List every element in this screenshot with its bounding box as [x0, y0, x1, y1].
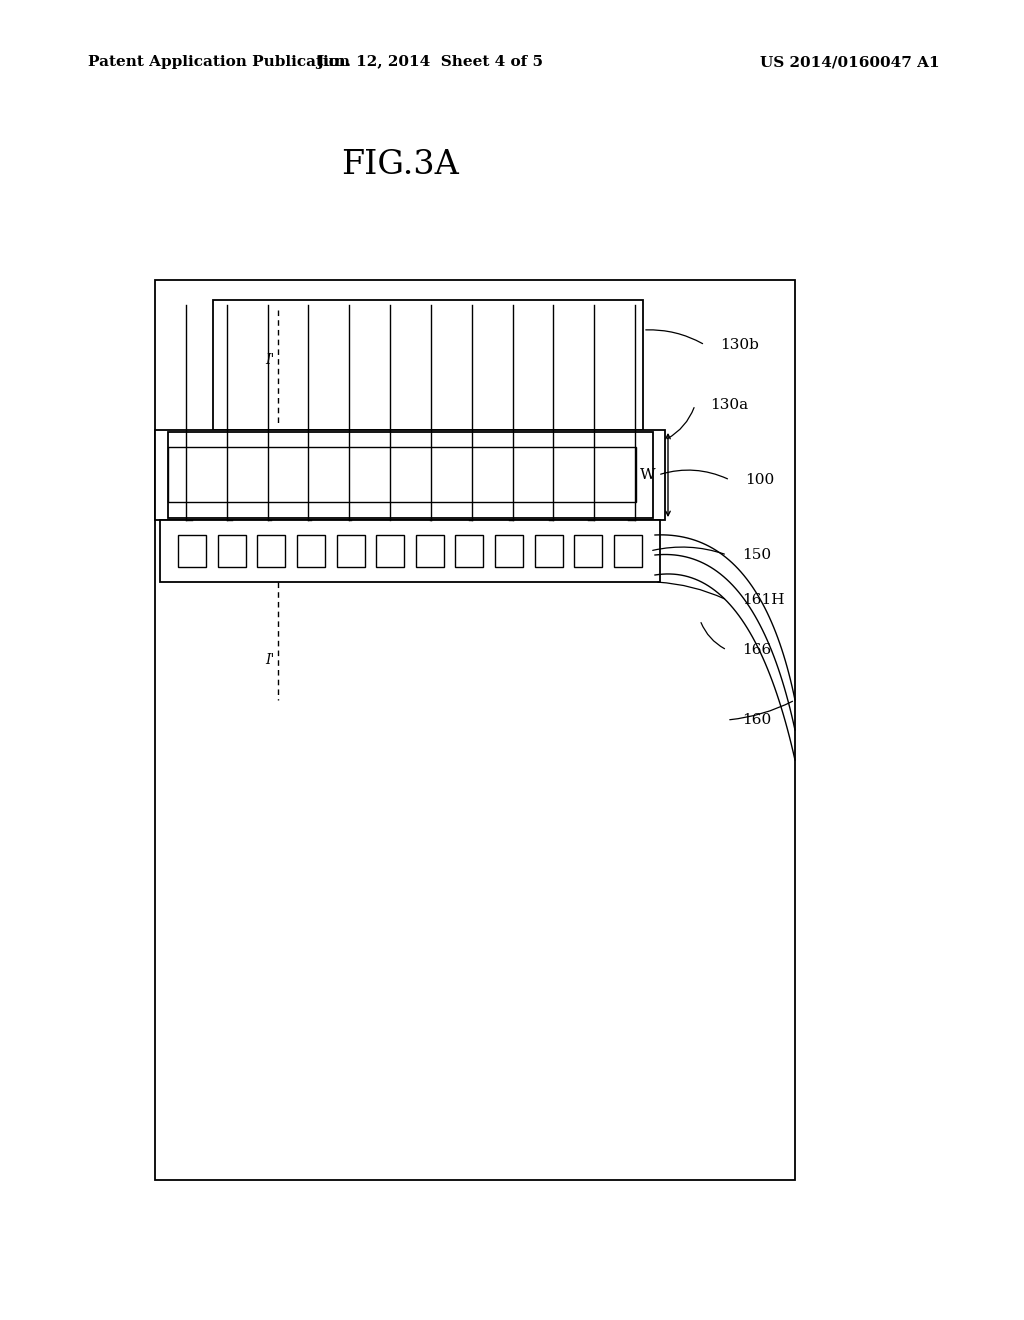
Text: FIG.3A: FIG.3A: [341, 149, 459, 181]
Bar: [337, 535, 365, 568]
Bar: [160, 520, 660, 582]
Text: 166: 166: [742, 643, 771, 657]
Text: 150: 150: [742, 548, 771, 562]
Bar: [213, 300, 643, 430]
Text: 160: 160: [742, 713, 771, 727]
Text: Patent Application Publication: Patent Application Publication: [88, 55, 350, 69]
Bar: [297, 535, 325, 568]
Bar: [155, 430, 665, 520]
Bar: [574, 535, 602, 568]
Text: I': I': [265, 653, 274, 667]
Text: I': I': [265, 352, 274, 367]
Bar: [178, 535, 206, 568]
Bar: [168, 432, 653, 517]
Bar: [614, 535, 642, 568]
Bar: [257, 535, 286, 568]
Bar: [456, 535, 483, 568]
Text: 130b: 130b: [720, 338, 759, 352]
Bar: [535, 535, 563, 568]
Text: US 2014/0160047 A1: US 2014/0160047 A1: [760, 55, 940, 69]
Bar: [416, 535, 443, 568]
Text: 130a: 130a: [710, 399, 749, 412]
Bar: [218, 535, 246, 568]
Text: W: W: [640, 469, 656, 482]
Text: 100: 100: [745, 473, 774, 487]
Text: Jun. 12, 2014  Sheet 4 of 5: Jun. 12, 2014 Sheet 4 of 5: [316, 55, 544, 69]
Bar: [495, 535, 523, 568]
Text: 161H: 161H: [742, 593, 784, 607]
Bar: [168, 447, 636, 502]
Bar: [155, 280, 795, 1180]
Bar: [376, 535, 404, 568]
